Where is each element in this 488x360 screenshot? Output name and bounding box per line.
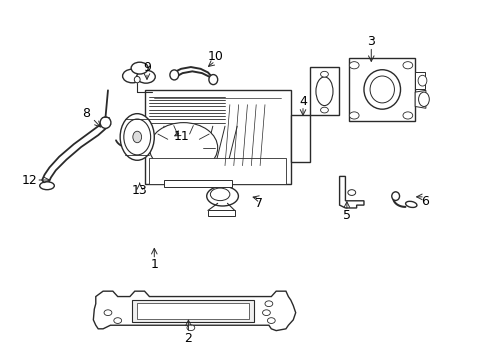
- Ellipse shape: [169, 70, 178, 80]
- Circle shape: [104, 310, 112, 316]
- Ellipse shape: [123, 119, 150, 155]
- Circle shape: [348, 62, 358, 69]
- Circle shape: [114, 318, 122, 323]
- Text: 13: 13: [132, 184, 147, 197]
- Ellipse shape: [149, 123, 217, 173]
- Ellipse shape: [369, 76, 394, 103]
- Circle shape: [264, 301, 272, 307]
- Text: 1: 1: [150, 258, 158, 271]
- Ellipse shape: [122, 69, 142, 83]
- Ellipse shape: [363, 70, 400, 109]
- Circle shape: [402, 112, 412, 119]
- Circle shape: [402, 62, 412, 69]
- Ellipse shape: [208, 75, 217, 85]
- Polygon shape: [132, 300, 254, 321]
- Text: 5: 5: [342, 210, 350, 222]
- Circle shape: [320, 71, 328, 77]
- Circle shape: [267, 318, 275, 323]
- Ellipse shape: [134, 76, 140, 83]
- Text: 3: 3: [366, 35, 374, 49]
- Text: 12: 12: [22, 174, 38, 186]
- Polygon shape: [310, 67, 338, 116]
- Circle shape: [320, 107, 328, 113]
- Text: 2: 2: [184, 332, 192, 345]
- Polygon shape: [207, 211, 234, 216]
- Circle shape: [262, 310, 270, 316]
- Ellipse shape: [210, 188, 229, 201]
- Polygon shape: [144, 90, 290, 184]
- Ellipse shape: [127, 121, 147, 153]
- Text: 7: 7: [255, 197, 263, 210]
- Text: 8: 8: [82, 107, 90, 120]
- Text: 4: 4: [299, 95, 306, 108]
- Text: 9: 9: [143, 60, 151, 73]
- Polygon shape: [149, 158, 285, 184]
- Polygon shape: [163, 180, 232, 187]
- Ellipse shape: [100, 117, 111, 129]
- Polygon shape: [348, 58, 414, 121]
- Ellipse shape: [391, 192, 399, 201]
- Circle shape: [186, 325, 194, 330]
- Ellipse shape: [315, 77, 332, 105]
- Polygon shape: [93, 291, 295, 330]
- Ellipse shape: [137, 70, 155, 83]
- Ellipse shape: [206, 186, 238, 206]
- Ellipse shape: [405, 201, 416, 207]
- Ellipse shape: [120, 114, 154, 160]
- Circle shape: [347, 190, 355, 195]
- Circle shape: [348, 112, 358, 119]
- Ellipse shape: [40, 182, 54, 190]
- Ellipse shape: [418, 92, 428, 107]
- Text: 10: 10: [207, 50, 223, 63]
- Polygon shape: [414, 90, 425, 108]
- Polygon shape: [414, 72, 424, 89]
- Ellipse shape: [417, 75, 426, 86]
- Polygon shape: [339, 176, 363, 208]
- Polygon shape: [137, 303, 249, 319]
- Polygon shape: [290, 116, 310, 162]
- Text: 11: 11: [173, 130, 188, 144]
- Text: 6: 6: [420, 195, 428, 208]
- Ellipse shape: [131, 62, 148, 74]
- Ellipse shape: [133, 131, 142, 143]
